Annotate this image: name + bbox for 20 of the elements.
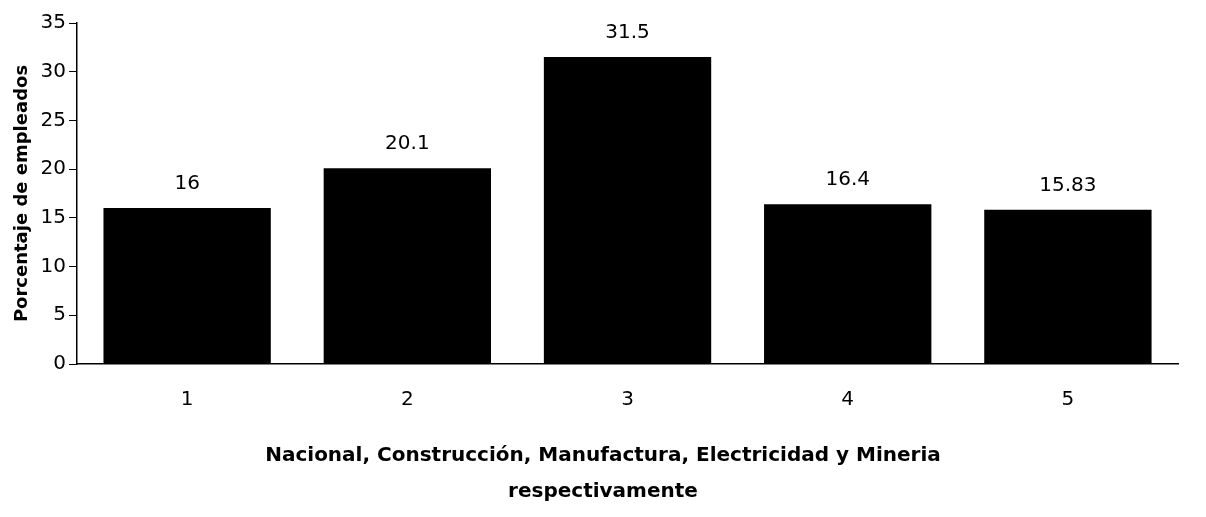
x-tick-label: 1 [180,386,194,411]
y-tick-label: 15 [40,204,67,229]
x-axis-title: Nacional, Construcción, Manufactura, Electricidad y Mineria respectivamente [264,441,942,504]
x-tick-label: 3 [621,386,634,411]
data-label: 16 [174,170,200,195]
x-tick-label: 5 [1061,386,1075,411]
y-axis-title: Porcentaje de empleados [10,64,32,323]
y-tick-label: 30 [40,57,67,82]
data-label: 20.1 [385,130,430,155]
y-tick-label: 5 [53,301,67,326]
y-tick-label: 25 [40,106,67,131]
x-tick-label: 2 [400,386,414,411]
data-label: 16.4 [825,166,870,191]
data-label: 31.5 [605,19,650,44]
y-tick-label: 20 [40,155,67,180]
y-tick-label: 0 [53,350,67,375]
data-label: 15.83 [1039,171,1097,196]
y-tick-label: 10 [40,252,67,277]
y-tick-label: 35 [40,9,67,34]
x-tick-label: 4 [841,386,855,411]
